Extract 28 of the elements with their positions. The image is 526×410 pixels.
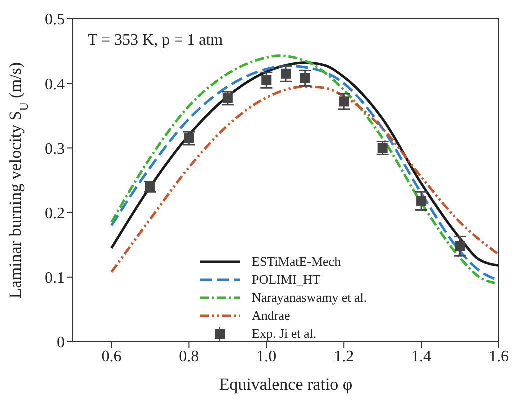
x-tick-label: 1.0 bbox=[256, 348, 277, 366]
x-tick-label: 1.4 bbox=[412, 348, 432, 366]
point bbox=[222, 93, 233, 104]
legend-label: Andrae bbox=[252, 308, 290, 324]
point bbox=[339, 96, 350, 107]
point bbox=[416, 196, 427, 206]
y-tick-label: 0.1 bbox=[45, 270, 65, 288]
legend-label: ESTiMatE-Mech bbox=[252, 254, 342, 270]
point bbox=[455, 241, 466, 252]
y-tick-label: 0.2 bbox=[45, 205, 65, 222]
y-tick-label: 0.5 bbox=[45, 12, 65, 29]
y-tick-label: 0 bbox=[57, 334, 65, 352]
x-tick-label: 1.2 bbox=[334, 348, 354, 366]
y-tick-label: 0.3 bbox=[45, 140, 65, 158]
point bbox=[262, 75, 272, 86]
y-tick-label: 0.4 bbox=[45, 76, 65, 94]
legend-label: POLIMI_HT bbox=[252, 272, 321, 288]
point bbox=[378, 143, 388, 154]
legend-label: Exp. Ji et al. bbox=[252, 326, 317, 342]
x-axis-title: Equivalence ratio φ bbox=[219, 375, 353, 394]
x-tick-label: 1.6 bbox=[489, 348, 509, 366]
point bbox=[300, 73, 310, 84]
x-tick-label: 0.8 bbox=[179, 348, 200, 366]
point bbox=[281, 68, 291, 79]
point bbox=[184, 134, 194, 144]
annotation: T = 353 K, p = 1 atm bbox=[88, 32, 224, 50]
x-tick-label: 0.6 bbox=[102, 348, 122, 366]
legend-label: Narayanaswamy et al. bbox=[252, 290, 368, 306]
